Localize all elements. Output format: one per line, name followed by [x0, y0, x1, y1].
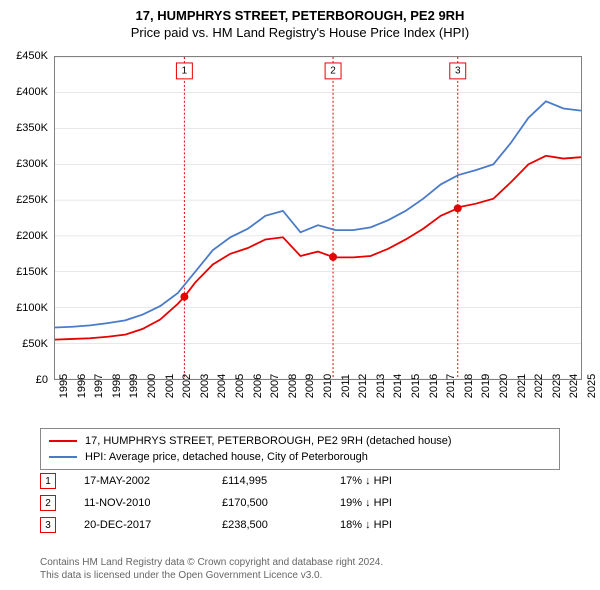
legend-item: HPI: Average price, detached house, City… [49, 449, 551, 465]
y-tick-label: £0 [36, 374, 48, 386]
sale-marker: 3 [40, 517, 56, 533]
y-tick-label: £400K [16, 86, 48, 98]
x-tick-label: 2025 [586, 374, 598, 398]
attribution: Contains HM Land Registry data © Crown c… [40, 556, 560, 582]
y-tick-label: £200K [16, 230, 48, 242]
sale-date: 17-MAY-2002 [84, 475, 194, 487]
x-tick-label: 2006 [252, 374, 264, 398]
x-tick-label: 2002 [181, 374, 193, 398]
sale-price: £238,500 [222, 519, 312, 531]
legend-swatch [49, 440, 77, 442]
x-tick-label: 1998 [111, 374, 123, 398]
sale-diff: 17% ↓ HPI [340, 475, 460, 487]
x-tick-label: 2023 [551, 374, 563, 398]
x-tick-label: 2017 [445, 374, 457, 398]
x-tick-label: 2018 [463, 374, 475, 398]
svg-text:3: 3 [455, 65, 461, 76]
attribution-line: Contains HM Land Registry data © Crown c… [40, 556, 560, 569]
sale-diff: 19% ↓ HPI [340, 497, 460, 509]
sale-diff: 18% ↓ HPI [340, 519, 460, 531]
x-tick-label: 2015 [410, 374, 422, 398]
y-tick-label: £150K [16, 266, 48, 278]
chart-area: 1 2 3 [54, 56, 582, 380]
x-tick-label: 2008 [287, 374, 299, 398]
sale-date: 20-DEC-2017 [84, 519, 194, 531]
x-tick-label: 1995 [58, 374, 70, 398]
y-tick-label: £100K [16, 302, 48, 314]
sales-table: 1 17-MAY-2002 £114,995 17% ↓ HPI 2 11-NOV-201… [40, 470, 560, 536]
sale-marker: 2 [40, 495, 56, 511]
x-tick-label: 2021 [516, 374, 528, 398]
x-tick-label: 2001 [164, 374, 176, 398]
x-tick-label: 2009 [304, 374, 316, 398]
sale-price: £114,995 [222, 475, 312, 487]
x-tick-label: 2016 [428, 374, 440, 398]
y-tick-label: £250K [16, 194, 48, 206]
legend-swatch [49, 456, 77, 458]
x-tick-label: 2000 [146, 374, 158, 398]
sale-marker: 1 [40, 473, 56, 489]
x-tick-label: 2024 [568, 374, 580, 398]
x-tick-label: 2020 [498, 374, 510, 398]
x-tick-label: 2010 [322, 374, 334, 398]
attribution-line: This data is licensed under the Open Gov… [40, 569, 560, 582]
legend-label: HPI: Average price, detached house, City… [85, 451, 368, 463]
x-tick-label: 2004 [216, 374, 228, 398]
sale-row: 2 11-NOV-2010 £170,500 19% ↓ HPI [40, 492, 560, 514]
x-tick-label: 2013 [375, 374, 387, 398]
chart-subtitle: Price paid vs. HM Land Registry's House … [0, 25, 600, 40]
sale-date: 11-NOV-2010 [84, 497, 194, 509]
y-tick-label: £450K [16, 50, 48, 62]
sale-row: 3 20-DEC-2017 £238,500 18% ↓ HPI [40, 514, 560, 536]
y-tick-label: £300K [16, 158, 48, 170]
chart-title: 17, HUMPHRYS STREET, PETERBOROUGH, PE2 9… [0, 8, 600, 23]
svg-text:2: 2 [330, 65, 336, 76]
sale-row: 1 17-MAY-2002 £114,995 17% ↓ HPI [40, 470, 560, 492]
x-tick-label: 2011 [340, 374, 352, 398]
x-tick-label: 1999 [128, 374, 140, 398]
x-tick-label: 2003 [199, 374, 211, 398]
x-tick-label: 2022 [533, 374, 545, 398]
x-tick-label: 2019 [480, 374, 492, 398]
svg-text:1: 1 [182, 65, 188, 76]
y-axis: £0£50K£100K£150K£200K£250K£300K£350K£400… [4, 56, 52, 380]
sale-price: £170,500 [222, 497, 312, 509]
x-tick-label: 2012 [357, 374, 369, 398]
x-axis: 1995199619971998199920002001200220032004… [54, 384, 582, 420]
y-tick-label: £350K [16, 122, 48, 134]
legend-label: 17, HUMPHRYS STREET, PETERBOROUGH, PE2 9… [85, 435, 452, 447]
x-tick-label: 1997 [93, 374, 105, 398]
x-tick-label: 1996 [76, 374, 88, 398]
x-tick-label: 2014 [392, 374, 404, 398]
x-tick-label: 2005 [234, 374, 246, 398]
y-tick-label: £50K [22, 338, 48, 350]
x-tick-label: 2007 [269, 374, 281, 398]
legend-item: 17, HUMPHRYS STREET, PETERBOROUGH, PE2 9… [49, 433, 551, 449]
legend: 17, HUMPHRYS STREET, PETERBOROUGH, PE2 9… [40, 428, 560, 470]
